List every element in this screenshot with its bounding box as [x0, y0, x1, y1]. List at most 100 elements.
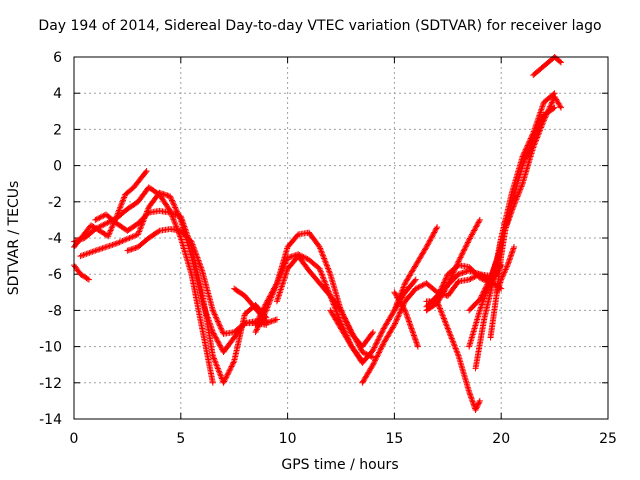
plus-marker [514, 193, 521, 200]
plus-marker [542, 113, 549, 120]
plus-marker [170, 201, 177, 208]
plus-marker [516, 189, 523, 196]
plus-marker [437, 286, 444, 293]
plus-marker [145, 205, 152, 212]
plus-marker [346, 323, 353, 330]
plus-marker [141, 214, 148, 221]
plus-marker [440, 314, 447, 321]
chart-title: Day 194 of 2014, Sidereal Day-to-day VTE… [38, 18, 602, 34]
plus-marker [475, 219, 482, 226]
plus-marker [333, 308, 340, 315]
plus-marker [105, 233, 112, 240]
plus-marker [342, 316, 349, 323]
plus-marker [469, 230, 476, 237]
plus-marker [450, 341, 457, 348]
plus-marker [457, 254, 464, 261]
plus-marker [539, 103, 546, 110]
plus-marker [301, 254, 308, 261]
plus-marker [89, 248, 96, 255]
plus-marker [532, 124, 539, 131]
plus-marker [80, 252, 87, 259]
plus-marker [190, 242, 197, 249]
plus-marker [209, 329, 216, 336]
plus-marker [357, 345, 364, 352]
plus-marker [537, 108, 544, 115]
plus-marker [532, 122, 539, 129]
plus-marker [212, 359, 219, 366]
plus-marker [513, 196, 520, 203]
plus-marker [538, 105, 545, 112]
plus-marker [412, 276, 419, 283]
plus-marker [257, 311, 264, 318]
plus-marker [204, 314, 211, 321]
plus-marker [261, 304, 268, 311]
plus-marker [372, 343, 379, 350]
plus-marker [393, 301, 400, 308]
plus-marker [172, 205, 179, 212]
plus-marker [393, 317, 400, 324]
plus-marker [369, 330, 376, 337]
plus-marker [558, 59, 565, 66]
plus-marker [344, 319, 351, 326]
plus-marker [169, 197, 176, 204]
plus-marker [377, 346, 384, 353]
plus-marker [472, 406, 479, 413]
plus-marker [173, 207, 180, 214]
plus-marker [531, 141, 538, 148]
plus-marker [503, 265, 510, 272]
plus-marker [99, 213, 106, 220]
plus-marker [215, 366, 222, 373]
plus-marker [352, 337, 359, 344]
plus-marker [129, 233, 136, 240]
plus-marker [198, 264, 205, 271]
plus-marker [332, 307, 339, 314]
plus-marker [344, 320, 351, 327]
plus-marker [453, 348, 460, 355]
plus-marker [372, 356, 379, 363]
plus-marker [142, 169, 149, 176]
plus-marker [476, 397, 483, 404]
plus-marker [533, 119, 540, 126]
plus-marker [378, 344, 385, 351]
plus-marker [142, 212, 149, 219]
plus-marker [199, 298, 206, 305]
plus-marker [468, 232, 475, 239]
series-track-10 [273, 253, 377, 361]
plus-marker [476, 307, 483, 314]
plus-marker [442, 275, 449, 282]
plus-marker [96, 214, 103, 221]
plus-marker [480, 276, 487, 283]
plus-marker [175, 211, 182, 218]
plus-marker [538, 123, 545, 130]
plus-marker [511, 202, 518, 209]
plus-marker [473, 405, 480, 412]
y-tick-label: 2 [53, 122, 62, 138]
plus-marker [440, 280, 447, 287]
plus-marker [338, 308, 345, 315]
plus-marker [104, 219, 111, 226]
plus-marker [441, 318, 448, 325]
plus-marker [498, 276, 505, 283]
plus-marker [542, 114, 549, 121]
plus-marker [261, 302, 268, 309]
plus-marker [84, 275, 91, 282]
plus-marker [116, 206, 123, 213]
plus-marker [253, 327, 260, 334]
plus-marker [108, 226, 115, 233]
plus-marker [97, 214, 104, 221]
plus-marker [370, 361, 377, 368]
plus-marker [318, 248, 325, 255]
plus-marker [476, 399, 483, 406]
plus-marker [225, 368, 232, 375]
plus-marker [476, 216, 483, 223]
plus-marker [99, 222, 106, 229]
plus-marker [549, 99, 556, 106]
plus-marker [119, 238, 126, 245]
plus-marker [108, 224, 115, 231]
plus-marker [518, 183, 525, 190]
plus-marker [543, 111, 550, 118]
plus-marker [209, 352, 216, 359]
plus-marker [144, 207, 151, 214]
plus-marker [275, 277, 282, 284]
plus-marker [392, 320, 399, 327]
